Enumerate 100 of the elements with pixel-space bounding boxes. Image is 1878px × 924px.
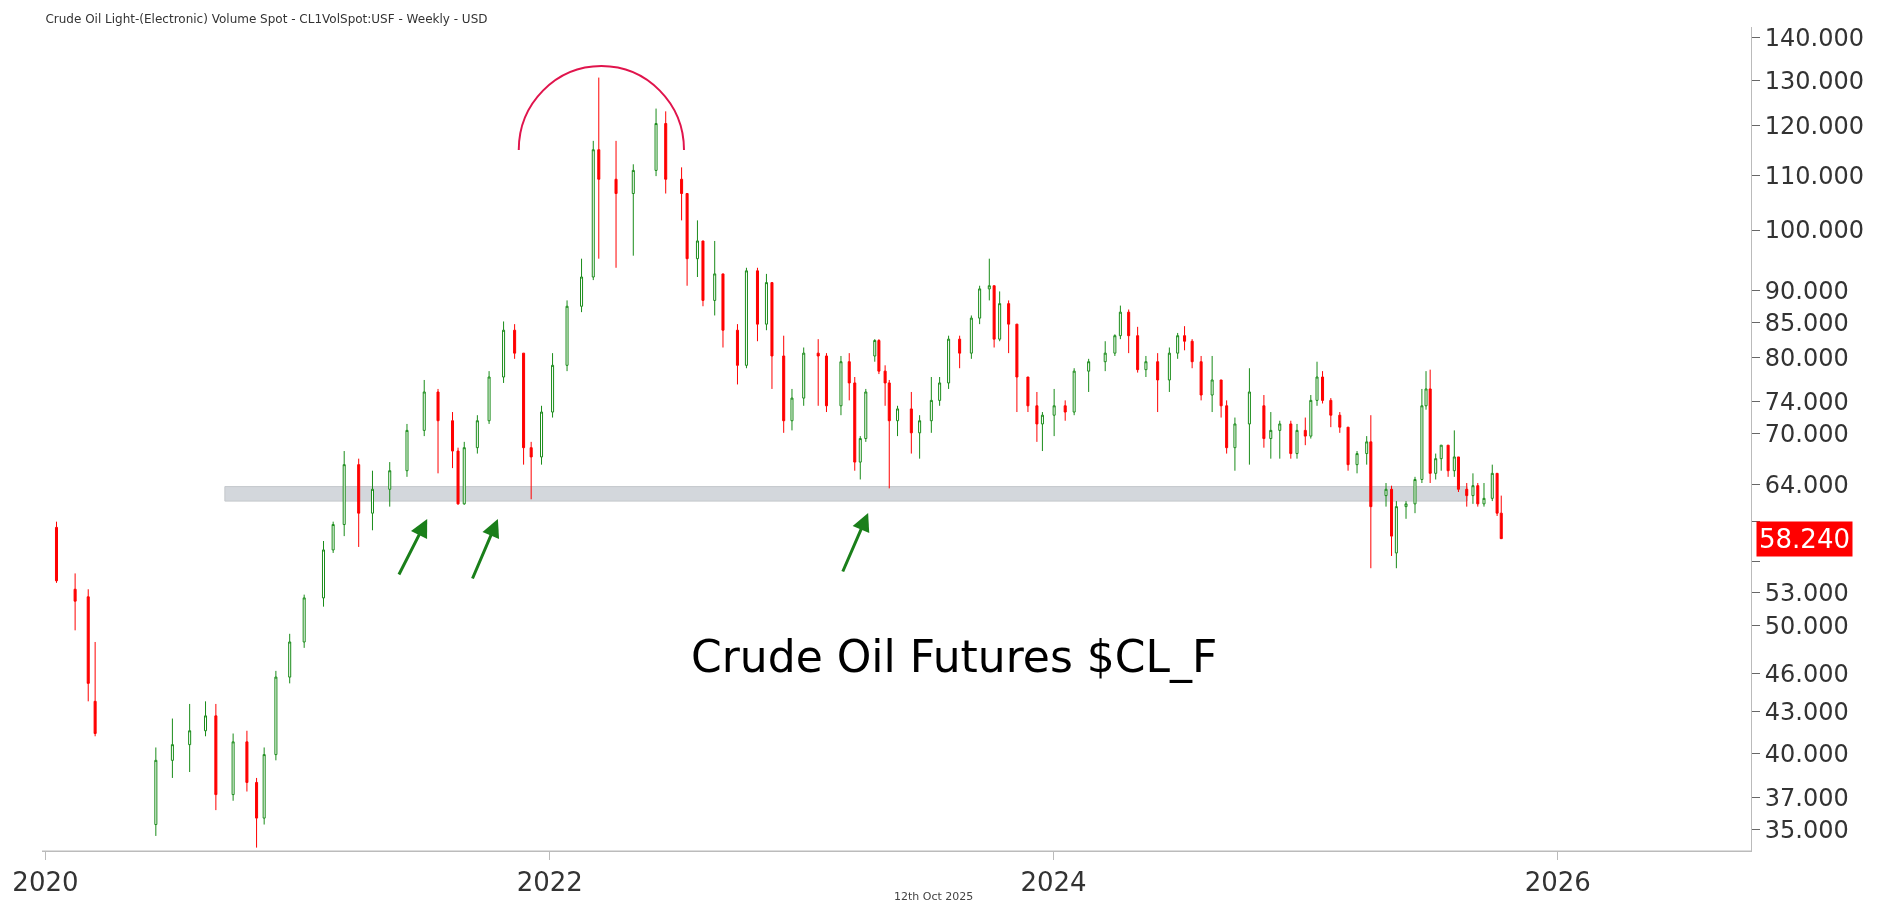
candlestick	[654, 108, 658, 177]
candlestick	[918, 414, 922, 460]
candlestick	[929, 376, 933, 434]
candlestick	[1278, 420, 1282, 460]
candlestick	[721, 273, 725, 349]
candlestick	[1233, 417, 1237, 472]
candlestick	[422, 379, 426, 437]
candlestick	[1446, 444, 1450, 478]
candlestick	[1338, 411, 1342, 434]
candlestick	[992, 285, 996, 349]
candlestick	[864, 388, 868, 443]
candlestick	[1118, 305, 1122, 340]
y-tick-label: 120.000	[1764, 112, 1865, 141]
candlestick	[978, 285, 982, 325]
candlestick	[1384, 482, 1388, 508]
candlestick	[388, 461, 392, 508]
candlestick	[909, 391, 913, 455]
candlestick	[321, 540, 326, 608]
x-tick-label: 2024	[1020, 867, 1087, 898]
candlestick	[764, 273, 768, 331]
candlestick	[1365, 435, 1369, 466]
candlestick	[790, 388, 794, 431]
candlestick	[231, 733, 235, 802]
candlestick	[1247, 367, 1251, 466]
candlestick	[816, 338, 820, 407]
candlestick	[987, 258, 991, 301]
candlestick	[1315, 361, 1319, 407]
candlestick	[1190, 338, 1194, 369]
candlestick	[896, 405, 900, 437]
candlestick	[1199, 355, 1203, 401]
x-tick-label: 2020	[12, 867, 79, 898]
candlestick	[288, 633, 292, 684]
candlestick	[502, 320, 506, 384]
candlestick	[1026, 376, 1030, 413]
y-tick-label: 43.000	[1764, 698, 1849, 727]
candlestick	[958, 335, 962, 369]
candlestick	[580, 258, 584, 313]
text: 58.240	[1759, 524, 1850, 554]
y-tick-label: 80.000	[1764, 343, 1849, 372]
y-tick-label: 74.000	[1764, 388, 1849, 417]
candlestick	[540, 405, 544, 466]
candlestick	[680, 166, 684, 221]
candlestick	[755, 267, 759, 342]
candlestick	[824, 352, 828, 413]
candlestick	[1295, 423, 1299, 460]
y-tick-label: 70.000	[1764, 420, 1849, 449]
candlestick	[1355, 450, 1359, 474]
candlestick	[214, 703, 218, 811]
candlestick	[1439, 444, 1443, 472]
candlestick	[262, 746, 266, 826]
candlestick	[1434, 453, 1438, 480]
candlestick	[487, 370, 491, 425]
candlestick	[475, 414, 479, 455]
candlestick	[1452, 429, 1456, 478]
x-tick-label: 2026	[1524, 867, 1591, 898]
candlestick	[255, 777, 259, 849]
candlestick	[1007, 299, 1011, 354]
candlestick	[631, 163, 635, 257]
candlestick	[1329, 397, 1333, 428]
candlestick	[1103, 340, 1107, 372]
candlestick	[1210, 355, 1214, 413]
candlestick	[451, 411, 455, 469]
text: 12th Oct 2025	[894, 890, 974, 903]
candlestick	[1404, 500, 1408, 520]
candlestick	[1476, 482, 1480, 508]
candlestick	[938, 376, 942, 407]
candlestick	[1113, 333, 1117, 357]
candlestick	[839, 355, 843, 416]
y-tick-label: 37.000	[1764, 784, 1849, 813]
candlestick	[1465, 482, 1469, 508]
candlestick	[1321, 370, 1325, 404]
y-tick-label: 100.000	[1764, 216, 1865, 245]
candlestick	[1428, 369, 1432, 484]
candlestick	[405, 423, 409, 478]
candlestick	[1136, 326, 1140, 374]
candlestick	[302, 594, 306, 649]
candlestick	[1390, 485, 1394, 557]
candlestick	[370, 470, 374, 531]
y-tick-label: 130.000	[1764, 66, 1865, 95]
candlestick	[1309, 394, 1313, 440]
candlestick	[873, 338, 877, 363]
candlestick	[782, 335, 786, 434]
candlestick	[54, 521, 58, 584]
candlestick	[93, 641, 97, 737]
candlestick	[565, 299, 569, 372]
candlestick	[770, 282, 774, 390]
candlestick	[1072, 367, 1076, 416]
candlestick	[1052, 388, 1056, 437]
y-tick-label: 53.000	[1764, 578, 1849, 607]
candlestick	[664, 110, 668, 195]
candlestick	[1262, 394, 1266, 449]
x-tick-label: 2022	[516, 867, 583, 898]
candlestick	[1040, 411, 1044, 452]
candlestick	[73, 572, 77, 631]
candlestick	[1015, 323, 1019, 413]
y-tick-label: 46.000	[1764, 659, 1849, 688]
candlestick	[735, 323, 739, 385]
candlestick	[847, 352, 851, 401]
candlestick	[513, 323, 517, 360]
candlestick	[1303, 417, 1307, 446]
